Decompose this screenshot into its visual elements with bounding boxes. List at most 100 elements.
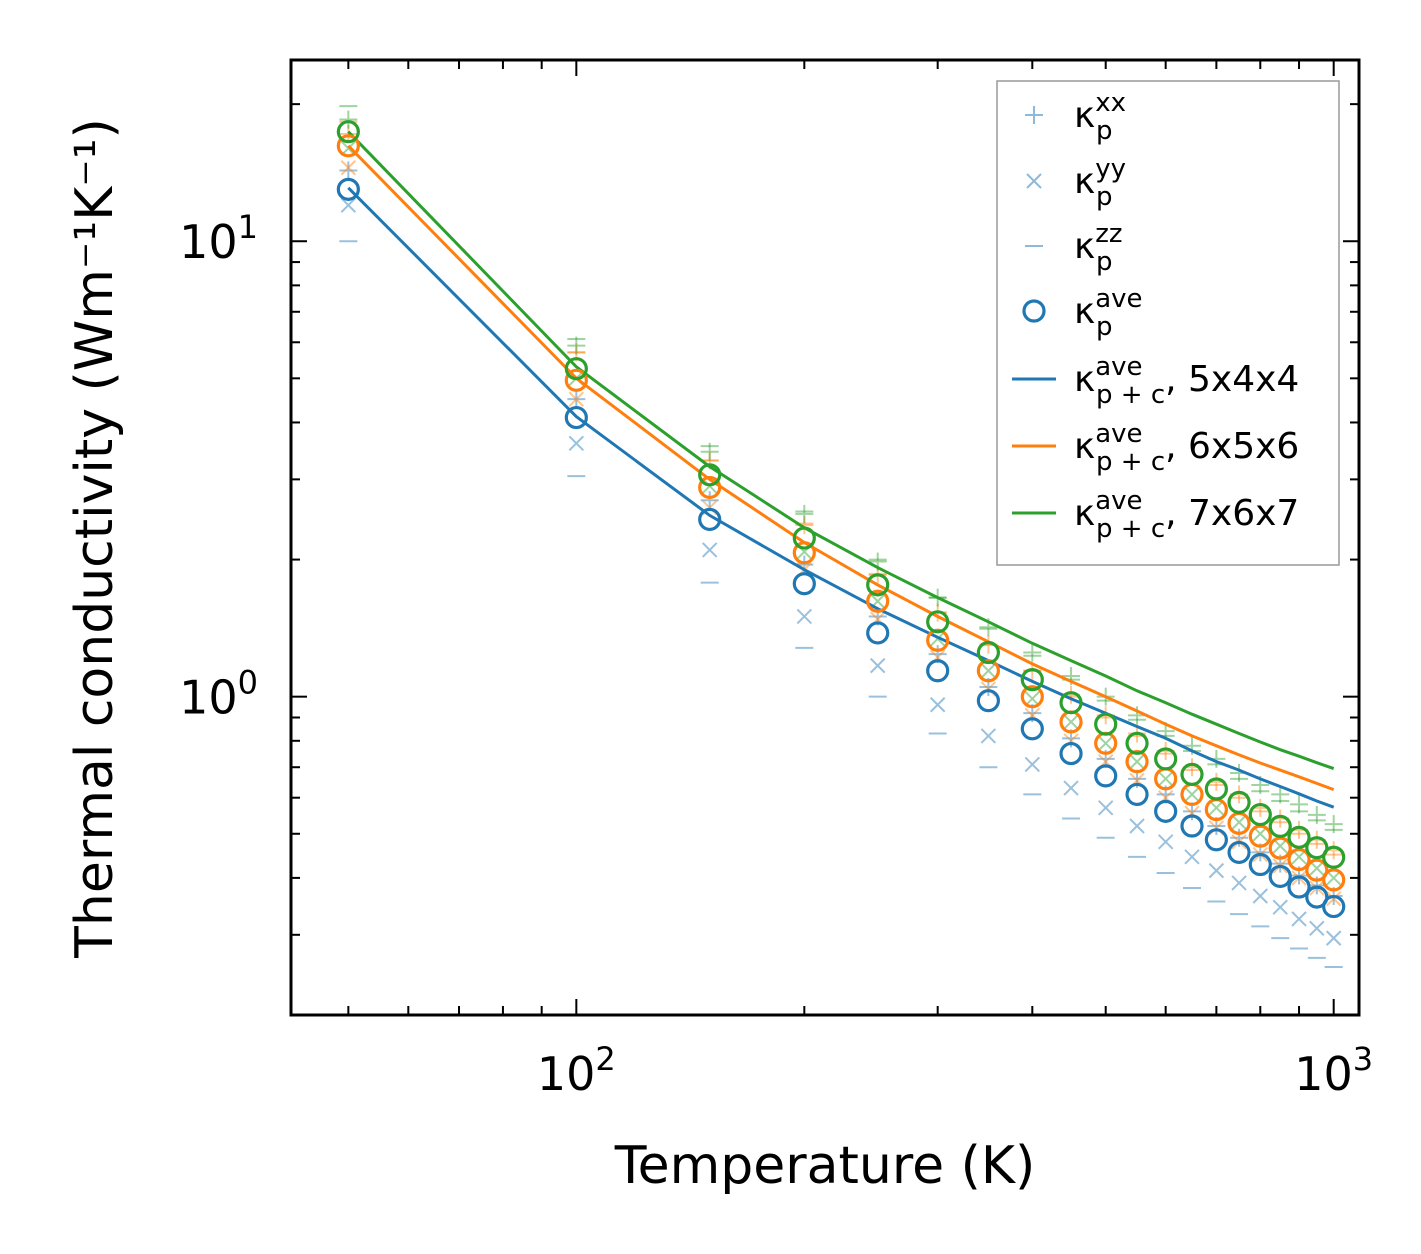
legend-label: κzz p <box>1074 219 1123 277</box>
kappa-p-yy-point <box>1208 800 1225 816</box>
kappa-p-ave-point <box>564 368 588 392</box>
kappa-p-yy-point <box>1272 899 1288 915</box>
kappa-p-ave-point <box>336 134 360 158</box>
kappa-p-ave-point <box>1268 814 1292 838</box>
kappa-p-ave-point <box>1287 847 1311 872</box>
legend-label: κave p + c, 6x5x6 <box>1074 419 1299 477</box>
kappa-p-ave-point <box>866 573 890 597</box>
kappa-p-yy-point <box>980 663 997 679</box>
kappa-p-ave-point <box>1268 864 1292 889</box>
kappa-p-ave-point <box>1227 840 1251 865</box>
kappa-p-ave-point <box>1020 685 1044 709</box>
legend: κxx p κyy p κzz p κave p κave p + c, 5x4x4 κave p +… <box>996 80 1340 566</box>
y-axis-title: Thermal conductivity (Wm⁻¹K⁻¹) <box>65 118 125 959</box>
series-6x5x6-lines <box>347 144 1335 792</box>
legend-entry: κave p + c, 5x4x4 <box>1012 352 1299 410</box>
kappa-p-ave-point <box>792 541 816 565</box>
kappa-p-ave-point <box>1154 799 1178 823</box>
kappa-p-ave-point <box>336 120 360 144</box>
kappa-p-xx-point <box>700 442 719 461</box>
series-5x4x4-ave <box>336 177 1346 919</box>
kappa-p-yy-point <box>568 391 585 407</box>
kappa-p-ave-point <box>1322 845 1346 869</box>
kappa-p-yy-point <box>1325 930 1342 946</box>
kappa-p-yy-point <box>1208 862 1225 879</box>
kappa-p-ave-point <box>1305 858 1329 882</box>
kappa-p-ave-point <box>1287 875 1311 899</box>
kappa-p-ave-point <box>1180 814 1204 838</box>
kappa-p-ave-point <box>1248 802 1272 827</box>
legend-label: κave p + c, 5x4x4 <box>1074 352 1299 410</box>
legend-label: κave p + c, 7x6x7 <box>1074 486 1299 544</box>
kappa-p-yy-point <box>1024 756 1041 773</box>
kappa-p-yy-point <box>1097 800 1114 816</box>
series-7x6x7-ave <box>336 120 1346 869</box>
kappa-p-ave-point <box>792 572 816 596</box>
kappa-p-yy-point <box>1157 834 1174 850</box>
kappa-p-ave-point <box>926 659 950 683</box>
kappa-p-xx-point <box>1307 805 1326 824</box>
kappa-p-yy-point <box>1325 891 1342 907</box>
kappa-p-ave-point <box>976 689 1000 713</box>
kappa-p-ave-point <box>1094 764 1118 788</box>
y-tick-label: 101 <box>179 208 258 269</box>
series-6x5x6-ave <box>336 134 1346 892</box>
legend-label: κxx p <box>1074 88 1126 146</box>
legend-label: κave p <box>1074 284 1143 342</box>
kappa-p-yy-point <box>1231 875 1247 891</box>
plot-frame <box>289 58 1361 1017</box>
kappa-pc-ave-line <box>347 186 1335 809</box>
kappa-p-ave-point <box>1059 741 1083 766</box>
kappa-p-yy-point <box>1184 786 1200 803</box>
x-tick-label: 103 <box>1294 1040 1373 1101</box>
legend-marker <box>1026 173 1042 189</box>
kappa-p-xx-point <box>567 390 586 409</box>
legend-marker <box>1025 106 1043 124</box>
kappa-p-ave-point <box>336 177 360 201</box>
kappa-p-ave-point <box>698 463 722 487</box>
kappa-p-ave-point <box>1204 777 1228 801</box>
kappa-p-yy-point <box>701 542 718 558</box>
kappa-p-ave-point <box>1180 762 1204 787</box>
kappa-p-ave-point <box>976 659 1000 683</box>
kappa-p-ave-point <box>1248 824 1272 848</box>
kappa-p-ave-point <box>698 507 722 532</box>
kappa-p-yy-point <box>1325 870 1342 886</box>
kappa-p-ave-point <box>1125 731 1149 755</box>
series-5x4x4 <box>339 161 1343 968</box>
legend-label: κyy p <box>1074 154 1126 212</box>
x-axis-title: Temperature (K) <box>614 1136 1036 1196</box>
kappa-p-yy-point <box>1309 860 1325 876</box>
kappa-p-xx-point <box>1290 795 1309 814</box>
kappa-p-yy-point <box>980 728 997 744</box>
kappa-p-yy-point <box>1129 818 1145 834</box>
kappa-p-ave-point <box>1125 782 1149 807</box>
kappa-p-yy-point <box>1291 911 1307 927</box>
kappa-p-xx-point <box>339 110 358 129</box>
kappa-p-yy-point <box>1272 838 1288 854</box>
kappa-p-xx-point <box>1324 815 1343 834</box>
kappa-p-xx-point <box>339 124 358 143</box>
series-5x4x4-lines <box>347 186 1335 809</box>
legend-box <box>996 80 1340 566</box>
kappa-p-yy-point <box>340 160 357 176</box>
kappa-p-yy-point <box>1129 753 1145 770</box>
kappa-p-ave-point <box>1020 668 1044 692</box>
kappa-p-ave-point <box>866 621 890 645</box>
kappa-p-yy-point <box>1252 888 1268 904</box>
kappa-p-yy-point <box>796 608 813 625</box>
kappa-p-ave-point <box>1268 836 1292 860</box>
kappa-p-yy-point <box>929 697 946 713</box>
legend-entry: κzz p <box>1025 219 1123 277</box>
series-7x6x7 <box>339 105 1343 886</box>
kappa-p-ave-point <box>1204 797 1228 822</box>
x-tick-label: 102 <box>537 1040 616 1101</box>
kappa-p-ave-point <box>1322 868 1346 892</box>
kappa-p-ave-point <box>1094 712 1118 736</box>
kappa-p-xx-point <box>700 491 719 510</box>
kappa-p-xx-point <box>339 161 358 180</box>
kappa-p-ave-point <box>564 405 588 430</box>
kappa-p-ave-point <box>1059 691 1083 715</box>
kappa-p-xx-point <box>567 336 586 355</box>
